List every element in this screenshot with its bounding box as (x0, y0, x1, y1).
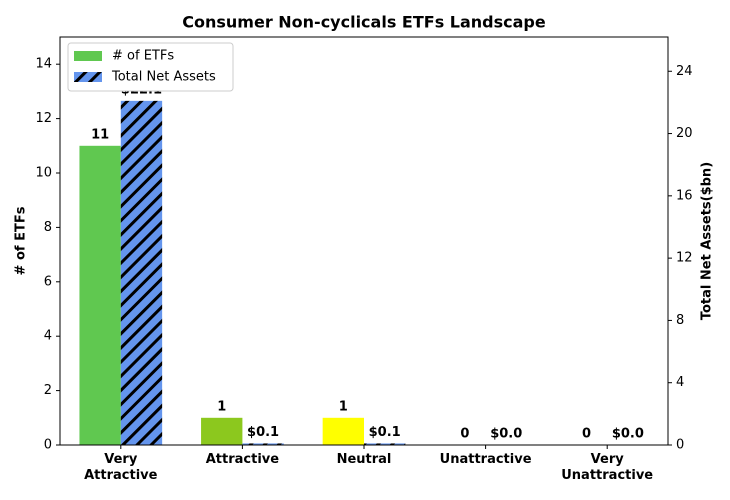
y-tick-label: 0 (44, 438, 52, 453)
value-label: $0.1 (247, 425, 279, 440)
y-tick-label: 14 (35, 57, 52, 72)
y2-tick-label: 24 (676, 64, 693, 79)
legend-label: Total Net Assets (111, 70, 216, 85)
x-tick-label-box: Very Unattractive (561, 452, 654, 483)
y2-axis-label: Total Net Assets($bn) (700, 162, 715, 320)
value-label: 1 (339, 399, 348, 414)
y-tick-label: 4 (44, 329, 52, 344)
plot-frame (59, 36, 669, 446)
value-label: 11 (91, 127, 109, 142)
bar (364, 443, 406, 445)
bar (120, 100, 163, 446)
y2-tick-label: 4 (676, 375, 684, 390)
bar (79, 145, 121, 446)
y2-tick-label: 20 (676, 126, 693, 141)
legend-frame (67, 42, 234, 92)
x-tick-label: Very Attractive (84, 452, 158, 483)
y-tick-label: 12 (35, 111, 52, 126)
value-label: 0 (460, 427, 469, 442)
legend-swatch (74, 72, 102, 82)
value-label: 0 (582, 427, 591, 442)
y-tick-label: 8 (44, 220, 52, 235)
y-tick-label: 10 (35, 166, 52, 181)
y-tick-label: 2 (44, 383, 52, 398)
legend-swatch (74, 51, 102, 61)
chart-title: Consumer Non-cyclicals ETFs Landscape (182, 13, 546, 32)
value-label: 1 (217, 399, 226, 414)
value-label: $0.0 (612, 427, 644, 442)
bar (201, 417, 243, 445)
x-tick-label: Unattractive (439, 452, 532, 467)
x-tick-label: Attractive (205, 452, 280, 467)
y2-tick-label: 8 (676, 313, 684, 328)
value-label: $0.1 (369, 425, 401, 440)
x-tick-label-box: Very Attractive (84, 452, 158, 483)
x-tick-label: Very Unattractive (561, 452, 654, 483)
x-tick-label-box: Unattractive (439, 452, 532, 467)
bar (242, 443, 284, 445)
y-axis-label: # of ETFs (14, 206, 29, 275)
x-tick-label-box: Neutral (336, 452, 392, 467)
bar (322, 417, 364, 445)
y2-tick-label: 0 (676, 438, 684, 453)
x-tick-label-box: Attractive (205, 452, 280, 467)
value-label: $0.0 (490, 427, 522, 442)
x-tick-label: Neutral (336, 452, 392, 467)
y-tick-label: 6 (44, 274, 52, 289)
y2-tick-label: 12 (676, 251, 693, 266)
y2-tick-label: 16 (676, 188, 693, 203)
legend-label: # of ETFs (112, 49, 174, 64)
